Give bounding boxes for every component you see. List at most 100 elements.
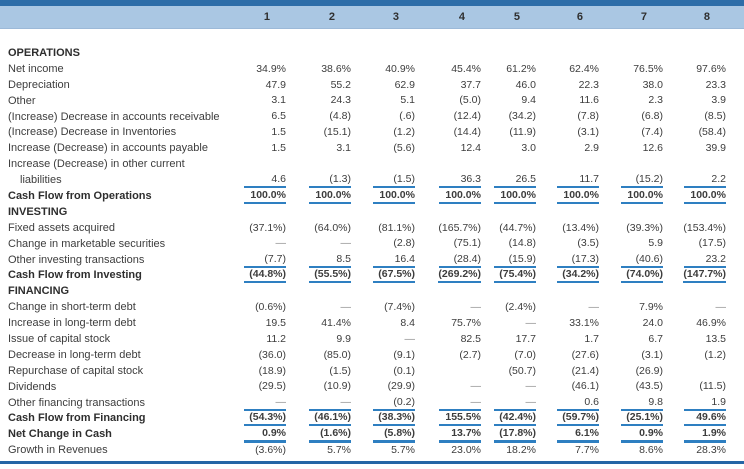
cell-value: (5.8%) [355, 427, 419, 444]
cell-value: 39.9 [667, 141, 730, 157]
table-row: Increase in long-term debt 19.5 41.4% 8.4 75… [0, 316, 744, 332]
value-text: (0.6%) [255, 300, 286, 313]
cell-value: (1.3) [290, 173, 355, 189]
cell-value: (67.5%) [355, 268, 419, 284]
cell-value: (10.9) [290, 380, 355, 396]
cell-value: 100.0% [355, 189, 419, 205]
value-text: 0.6 [557, 396, 599, 411]
value-text: 12.6 [642, 142, 663, 155]
cell-value: (15.9) [485, 253, 540, 269]
cell-value: 37.7 [419, 78, 485, 94]
cell-value: (37.1%) [244, 221, 290, 237]
value-text: 62.4% [569, 62, 599, 75]
cell-value: — [244, 396, 290, 412]
value-text: (6.8) [641, 110, 663, 123]
value-text: (165.7%) [438, 221, 481, 234]
table-row: (Increase) Decrease in accounts receivab… [0, 110, 744, 126]
value-text: 100.0% [439, 189, 481, 205]
value-text: 61.2% [506, 62, 536, 75]
cell-value: (8.5) [667, 110, 730, 126]
value-text: (40.6) [621, 253, 663, 268]
cell-value: (165.7%) [419, 221, 485, 237]
not-applicable-dash: — [244, 396, 286, 411]
cell-value: (5.0) [419, 94, 485, 110]
cell-value: 100.0% [290, 189, 355, 205]
cell-value [244, 46, 290, 62]
cell-value: 155.5% [419, 411, 485, 427]
value-text: 1.5 [271, 126, 286, 139]
value-text: 33.1% [569, 316, 599, 329]
cell-value: 5.7% [290, 443, 355, 459]
cell-value [540, 46, 603, 62]
cell-value: 26.5 [485, 173, 540, 189]
cell-value: 38.0 [603, 78, 667, 94]
cell-value: (21.4) [540, 364, 603, 380]
cell-value [540, 284, 603, 300]
cell-value: — [290, 237, 355, 253]
cell-value [419, 46, 485, 62]
not-applicable-dash: — [439, 396, 481, 411]
cell-value: 9.9 [290, 332, 355, 348]
cell-value: (18.9) [244, 364, 290, 380]
cell-value: 1.5 [244, 125, 290, 141]
cell-value: 8.6% [603, 443, 667, 459]
cell-value: 75.7% [419, 316, 485, 332]
row-label: Fixed assets acquired [8, 221, 115, 234]
value-text: (75.4%) [494, 268, 536, 284]
value-text: 22.3 [578, 78, 599, 91]
value-text: (.6) [399, 110, 415, 123]
cell-value [603, 205, 667, 221]
cell-value: (44.8%) [244, 268, 290, 284]
value-text: (26.9) [635, 364, 663, 377]
cell-value: (269.2%) [419, 268, 485, 284]
cell-value: 11.2 [244, 332, 290, 348]
value-text: 46.0 [515, 78, 536, 91]
cell-value: 46.0 [485, 78, 540, 94]
table-row: FINANCING [0, 284, 744, 300]
cell-value: (1.2) [355, 125, 419, 141]
cell-value: — [355, 332, 419, 348]
cell-value: 9.8 [603, 396, 667, 412]
table-row: Repurchase of capital stock (18.9) (1.5) (0… [0, 364, 744, 380]
value-text: 8.4 [400, 316, 415, 329]
cell-value: (15.2) [603, 173, 667, 189]
cell-value [290, 157, 355, 173]
row-label: Decrease in long-term debt [8, 348, 141, 361]
value-text: 6.1% [557, 427, 599, 444]
value-text: (36.0) [258, 348, 286, 361]
cell-value: (7.4) [603, 125, 667, 141]
cell-value: (75.1) [419, 237, 485, 253]
cell-value: 34.9% [244, 62, 290, 78]
value-text: (0.2) [373, 396, 415, 411]
not-applicable-dash: — [340, 300, 352, 313]
cell-value: (17.5) [667, 237, 730, 253]
value-text: (29.5) [258, 380, 286, 393]
value-text: (17.8%) [494, 427, 536, 444]
cell-value: 23.0% [419, 443, 485, 459]
value-text: 23.2 [684, 253, 726, 268]
row-label: Cash Flow from Investing [8, 269, 142, 282]
cell-value: (29.5) [244, 380, 290, 396]
row-label: Other financing transactions [8, 396, 145, 409]
value-text: 100.0% [684, 189, 726, 205]
row-label: Cash Flow from Operations [8, 190, 152, 203]
cell-value: — [244, 237, 290, 253]
cell-value: 3.1 [290, 141, 355, 157]
value-text: (74.0%) [621, 268, 663, 284]
value-text: (81.1%) [378, 221, 415, 234]
cell-value [419, 364, 485, 380]
value-text: (1.5) [329, 364, 351, 377]
value-text: 100.0% [309, 189, 351, 205]
cell-value: (9.1) [355, 348, 419, 364]
cell-value: 49.6% [667, 411, 730, 427]
value-text: 13.5 [705, 332, 726, 345]
value-text: 39.9 [705, 142, 726, 155]
value-text: (0.1) [393, 364, 415, 377]
table-row: Net income 34.9% 38.6% 40.9% 45.4% 61.2% 62.4%… [0, 62, 744, 78]
cell-value: (0.2) [355, 396, 419, 412]
row-label: Increase in long-term debt [8, 317, 136, 330]
value-text: 8.6% [639, 443, 663, 456]
value-text: 100.0% [621, 189, 663, 205]
cell-value: 16.4 [355, 253, 419, 269]
value-text: (4.8) [329, 110, 351, 123]
